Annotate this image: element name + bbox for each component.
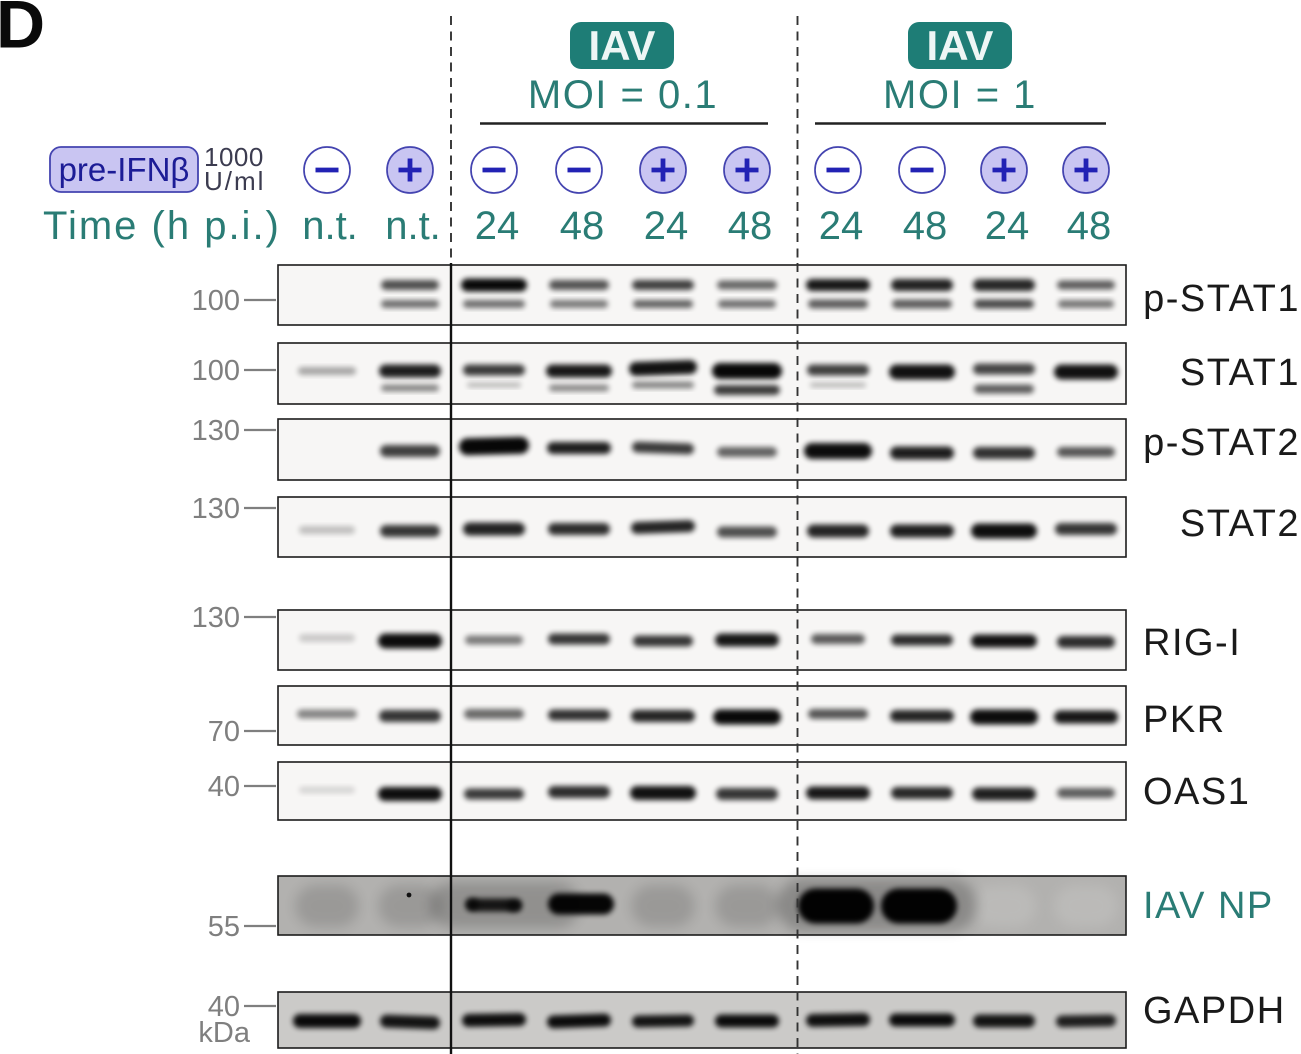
svg-text:D: D (0, 0, 45, 63)
svg-text:IAV NP: IAV NP (1143, 885, 1274, 927)
svg-text:STAT2: STAT2 (1180, 503, 1300, 545)
svg-text:48: 48 (903, 204, 948, 248)
svg-text:40: 40 (208, 771, 240, 803)
svg-text:1000: 1000 (204, 142, 264, 172)
svg-text:48: 48 (1067, 204, 1112, 248)
svg-text:IAV: IAV (589, 22, 656, 69)
svg-text:24: 24 (819, 204, 864, 248)
svg-text:n.t.: n.t. (302, 204, 358, 248)
svg-text:48: 48 (728, 204, 773, 248)
svg-text:Time (h p.i.): Time (h p.i.) (43, 204, 281, 248)
svg-text:70: 70 (208, 716, 240, 748)
svg-text:48: 48 (560, 204, 605, 248)
svg-text:100: 100 (192, 355, 240, 387)
svg-text:STAT1: STAT1 (1180, 352, 1300, 394)
svg-text:p-STAT1: p-STAT1 (1143, 278, 1300, 320)
svg-text:MOI = 1: MOI = 1 (883, 73, 1037, 117)
svg-text:130: 130 (192, 493, 240, 525)
svg-text:24: 24 (985, 204, 1030, 248)
svg-text:130: 130 (192, 415, 240, 447)
svg-text:U/ml: U/ml (204, 166, 265, 196)
svg-text:p-STAT2: p-STAT2 (1143, 422, 1300, 464)
svg-text:GAPDH: GAPDH (1143, 990, 1286, 1032)
svg-text:130: 130 (192, 602, 240, 634)
svg-text:kDa: kDa (198, 1017, 250, 1049)
svg-text:40: 40 (208, 991, 240, 1023)
svg-text:MOI = 0.1: MOI = 0.1 (528, 73, 718, 117)
svg-text:IAV: IAV (927, 22, 994, 69)
svg-text:OAS1: OAS1 (1143, 771, 1250, 813)
svg-text:24: 24 (644, 204, 689, 248)
svg-text:55: 55 (208, 911, 240, 943)
svg-text:n.t.: n.t. (385, 204, 441, 248)
svg-text:pre-IFNβ: pre-IFNβ (59, 151, 190, 188)
svg-text:PKR: PKR (1143, 699, 1226, 741)
svg-text:RIG-I: RIG-I (1143, 622, 1241, 664)
svg-text:24: 24 (475, 204, 520, 248)
svg-text:100: 100 (192, 285, 240, 317)
